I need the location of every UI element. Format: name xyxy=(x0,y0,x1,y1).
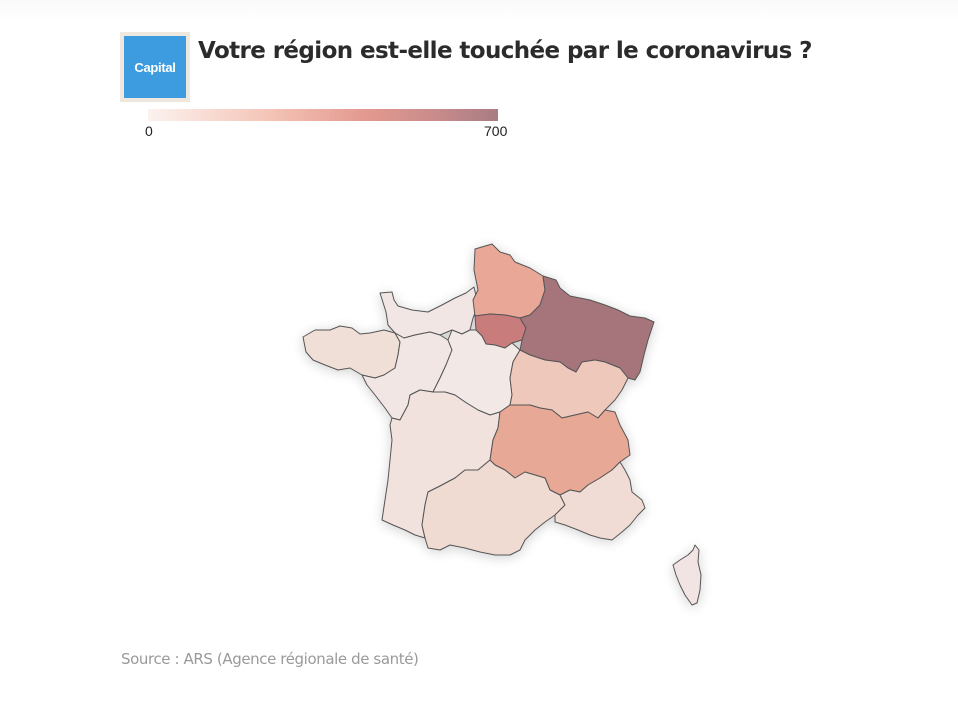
region-corse[interactable] xyxy=(672,544,702,606)
legend-max-label: 700 xyxy=(484,123,508,139)
capital-logo-frame: Capital xyxy=(120,32,190,102)
legend-min-label: 0 xyxy=(145,123,153,139)
capital-logo[interactable]: Capital xyxy=(124,36,186,98)
region-paca[interactable] xyxy=(554,461,646,541)
region-bretagne[interactable] xyxy=(302,325,401,379)
source-note: Source : ARS (Agence régionale de santé) xyxy=(121,650,419,668)
color-scale-legend xyxy=(148,109,498,121)
page-title: Votre région est-elle touchée par le cor… xyxy=(198,38,812,64)
region-hauts-de-france[interactable] xyxy=(472,243,546,319)
top-bar xyxy=(0,0,958,20)
region-occitanie[interactable] xyxy=(421,459,566,556)
region-normandie[interactable] xyxy=(379,286,479,339)
